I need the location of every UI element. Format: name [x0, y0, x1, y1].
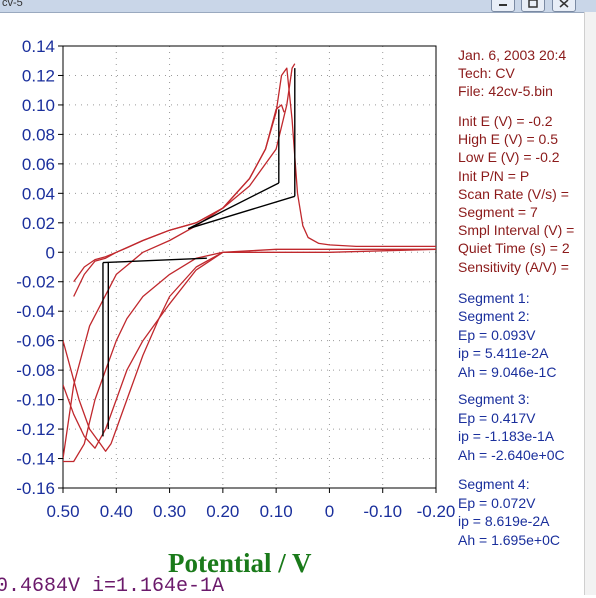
cv-curve	[63, 248, 436, 463]
close-icon	[559, 0, 569, 8]
info-file: File: 42cv-5.bin	[458, 83, 553, 99]
info-tech: Tech: CV	[458, 65, 515, 81]
y-tick-label: 0	[46, 243, 55, 262]
cursor-readout: 0.4684V i=1.164e-1A	[0, 575, 225, 598]
window-right-border	[584, 12, 596, 595]
y-tick-label: -0.08	[16, 361, 55, 380]
y-tick-label: -0.06	[16, 332, 55, 351]
param-line: Init E (V) = -0.2	[458, 113, 553, 129]
x-tick-label: -0.10	[363, 502, 402, 521]
y-tick-label: -0.04	[16, 302, 55, 321]
segment-line: Ep = 0.072V	[458, 494, 536, 511]
segment-line: Ah = 9.046e-1C	[458, 363, 557, 380]
x-axis-title: Potential / V	[168, 548, 312, 578]
segment-line: Ep = 0.417V	[458, 409, 536, 426]
segment-line: Segment 1:	[458, 290, 530, 306]
window-title-bar: cv-5	[0, 0, 596, 13]
x-tick-label: -0.20	[417, 502, 456, 521]
segment-line: Segment 4:	[458, 476, 530, 492]
y-tick-label: 0.08	[22, 125, 55, 144]
y-tick-label: -0.02	[16, 273, 55, 292]
y-tick-label: 0.10	[22, 96, 55, 115]
y-tick-label: -0.14	[16, 450, 55, 469]
param-line: Low E (V) = -0.2	[458, 149, 560, 166]
cv-curve	[63, 251, 224, 452]
x-tick-label: 0	[325, 502, 334, 521]
cv-curve	[73, 63, 296, 283]
info-date: Jan. 6, 2003 20:4	[458, 47, 567, 63]
segment-line: ip = 8.619e-2A	[458, 513, 550, 529]
x-tick-label: 0.30	[153, 502, 186, 521]
y-tick-label: -0.10	[16, 391, 55, 410]
integration-mark	[187, 182, 280, 230]
x-tick-label: 0.10	[260, 502, 293, 521]
segment-line: ip = 5.411e-2A	[458, 345, 549, 361]
y-tick-label: 0.14	[22, 37, 55, 56]
plot-frame	[62, 45, 437, 489]
param-line: High E (V) = 0.5	[458, 131, 558, 148]
segment-line: Ah = -2.640e+0C	[458, 446, 565, 463]
param-line: Smpl Interval (V) =	[458, 222, 575, 239]
window-title: cv-5	[2, 0, 23, 9]
param-line: Sensitivity (A/V) =	[458, 258, 569, 275]
x-tick-label: 0.50	[46, 502, 79, 521]
y-tick-label: 0.02	[22, 214, 55, 233]
y-tick-label: 0.12	[22, 66, 55, 85]
x-tick-label: 0.40	[100, 502, 133, 521]
param-line: Quiet Time (s) = 2	[458, 240, 570, 257]
param-line: Segment = 7	[458, 204, 538, 220]
maximize-icon	[528, 0, 538, 8]
segment-line: Ah = 1.695e+0C	[458, 531, 560, 548]
y-tick-label: -0.12	[16, 420, 55, 439]
segment-line: Segment 3:	[458, 391, 530, 407]
minimize-icon	[499, 4, 507, 6]
integration-mark	[102, 257, 207, 264]
segment-line: ip = -1.183e-1A	[458, 428, 555, 444]
y-tick-label: 0.06	[22, 155, 55, 174]
cv-curve	[63, 67, 436, 459]
segment-line: Ep = 0.093V	[458, 326, 536, 343]
x-tick-label: 0.20	[206, 502, 239, 521]
cv-curve	[73, 104, 285, 297]
maximize-button[interactable]	[521, 0, 545, 12]
param-line: Scan Rate (V/s) =	[458, 185, 569, 202]
param-line: Init P/N = P	[458, 167, 530, 184]
close-button[interactable]	[552, 0, 576, 12]
integration-mark	[188, 195, 295, 230]
minimize-button[interactable]	[491, 0, 515, 12]
cv-curve	[63, 248, 436, 449]
segment-line: Segment 2:	[458, 308, 530, 324]
y-tick-label: 0.04	[22, 184, 55, 203]
y-tick-label: -0.16	[16, 479, 55, 498]
